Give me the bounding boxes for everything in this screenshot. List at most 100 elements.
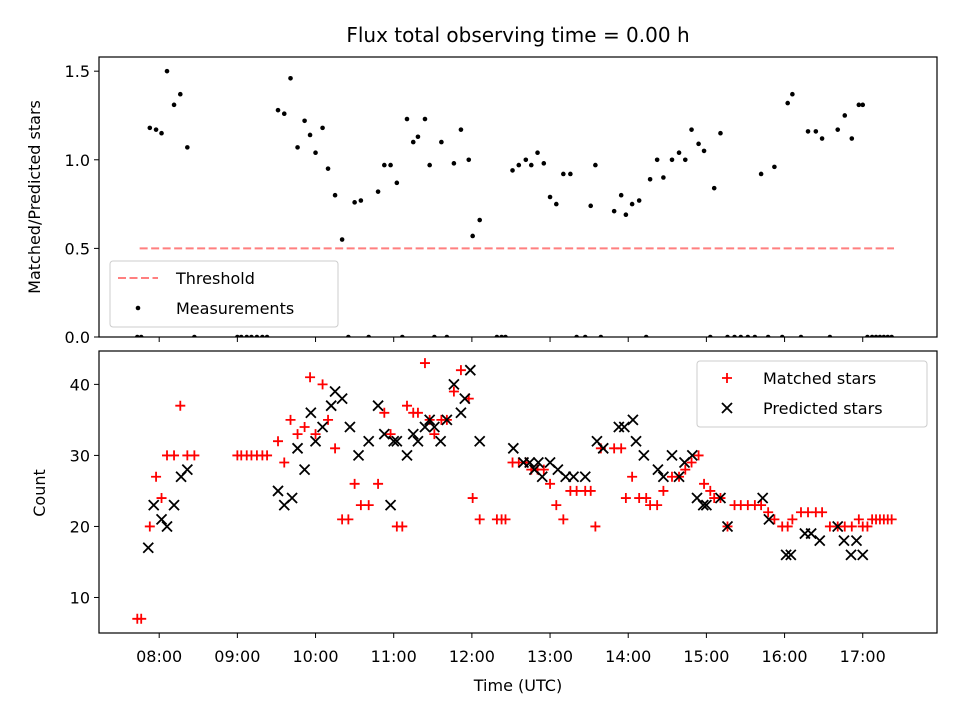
- predicted-star-point: [459, 392, 471, 405]
- measurement-point: [470, 233, 475, 239]
- measurement-point: [466, 157, 472, 163]
- matched-star-point: [175, 400, 186, 411]
- measurement-point: [410, 139, 416, 145]
- measurement-point: [813, 129, 819, 134]
- predicted-star-point: [401, 449, 413, 462]
- predicted-star-point: [168, 499, 180, 511]
- predicted-star-point: [391, 435, 403, 447]
- matched-star-point: [169, 450, 180, 461]
- matched-star-point: [500, 514, 511, 525]
- measurement-point: [164, 68, 170, 74]
- predicted-star-point: [627, 414, 639, 426]
- measurement-point: [682, 157, 688, 163]
- x-tick-label: 13:00: [527, 647, 573, 666]
- matched-star-point: [136, 613, 147, 624]
- matched-star-point: [273, 436, 284, 447]
- measurement-point: [805, 129, 811, 134]
- matched-star-point: [616, 443, 627, 454]
- predicted-star-point: [286, 492, 298, 504]
- bottom-panel: 10 20 30 40 08:00 09:00 10:00 11:00 12:00 13:00 14…: [70, 350, 938, 666]
- measurement-point: [516, 162, 522, 168]
- legend-matched-swatch: [722, 373, 732, 383]
- measurement-point: [177, 91, 183, 97]
- y-tick-label: 0.5: [65, 239, 90, 258]
- predicted-star-point: [464, 364, 476, 376]
- predicted-star-point: [474, 435, 486, 447]
- predicted-star-point: [721, 520, 734, 533]
- predicted-star-point: [780, 549, 792, 561]
- measurement-point: [427, 162, 432, 168]
- predicted-star-point: [597, 442, 609, 454]
- matched-star-point: [317, 379, 328, 390]
- predicted-star-point: [686, 449, 698, 462]
- axes-frame: [98, 56, 938, 338]
- measurement-point: [588, 203, 593, 209]
- predicted-star-point: [325, 400, 337, 412]
- matched-star-point: [538, 464, 549, 475]
- measurement-point: [819, 136, 825, 141]
- predicted-star-point: [857, 549, 869, 561]
- matched-star-point: [397, 521, 408, 532]
- matched-star-point: [641, 493, 652, 504]
- matched-star-point: [846, 521, 857, 532]
- matched-star-point: [349, 478, 360, 489]
- x-tick-label: 09:00: [214, 647, 260, 666]
- measurement-point: [153, 127, 159, 132]
- measurement-point: [281, 111, 287, 117]
- predicted-star-point: [666, 449, 678, 462]
- matched-star-point: [279, 457, 290, 468]
- predicted-star-point: [763, 513, 775, 525]
- measurement-point: [541, 161, 547, 166]
- predicted-star-point: [697, 499, 709, 511]
- y-tick-label: 0.0: [65, 328, 90, 347]
- matched-star-point: [412, 407, 423, 418]
- measurement-point: [339, 237, 345, 242]
- measurement-point: [701, 148, 707, 154]
- measurement-point: [302, 118, 307, 124]
- matched-star-point: [693, 450, 704, 461]
- predicted-star-point: [638, 449, 650, 462]
- measurement-point: [295, 145, 300, 150]
- matched-star-point: [285, 414, 296, 425]
- measurement-point: [288, 75, 293, 81]
- plot-area: [135, 68, 895, 337]
- predicted-star-point: [155, 513, 168, 525]
- measurement-point: [561, 171, 566, 177]
- measurement-point: [629, 201, 635, 207]
- measurement-point: [860, 102, 866, 108]
- y-tick-label: 20: [70, 517, 90, 536]
- measurement-point: [159, 130, 164, 136]
- measurement-point: [785, 100, 790, 106]
- predicted-star-point: [309, 435, 322, 447]
- predicted-star-point: [412, 435, 424, 447]
- measurement-point: [332, 192, 338, 198]
- legend-box: [696, 360, 928, 428]
- measurement-point: [422, 116, 428, 122]
- measurement-point: [375, 189, 381, 194]
- measurement-point: [477, 217, 482, 223]
- matched-star-point: [705, 485, 716, 496]
- matched-star-point: [782, 521, 793, 532]
- matched-star-point: [305, 372, 316, 383]
- legend-label: Predicted stars: [763, 399, 883, 418]
- measurement-point: [568, 171, 573, 177]
- matched-star-point: [590, 521, 601, 532]
- predicted-star-point: [378, 428, 390, 440]
- matched-star-point: [262, 450, 273, 461]
- matched-star-point: [455, 365, 466, 376]
- legend-measurement-swatch: [135, 305, 141, 311]
- predicted-star-point: [714, 492, 727, 504]
- measurement-point: [618, 192, 624, 198]
- measurement-point: [171, 102, 177, 108]
- measurement-point: [415, 134, 421, 140]
- predicted-star-point: [785, 549, 797, 561]
- measurement-point: [676, 150, 682, 155]
- measurement-point: [275, 107, 281, 113]
- measurement-point: [772, 164, 777, 170]
- matched-star-point: [330, 443, 341, 454]
- matched-star-point: [448, 386, 459, 397]
- matched-star-point: [310, 429, 321, 440]
- matched-star-point: [862, 521, 873, 532]
